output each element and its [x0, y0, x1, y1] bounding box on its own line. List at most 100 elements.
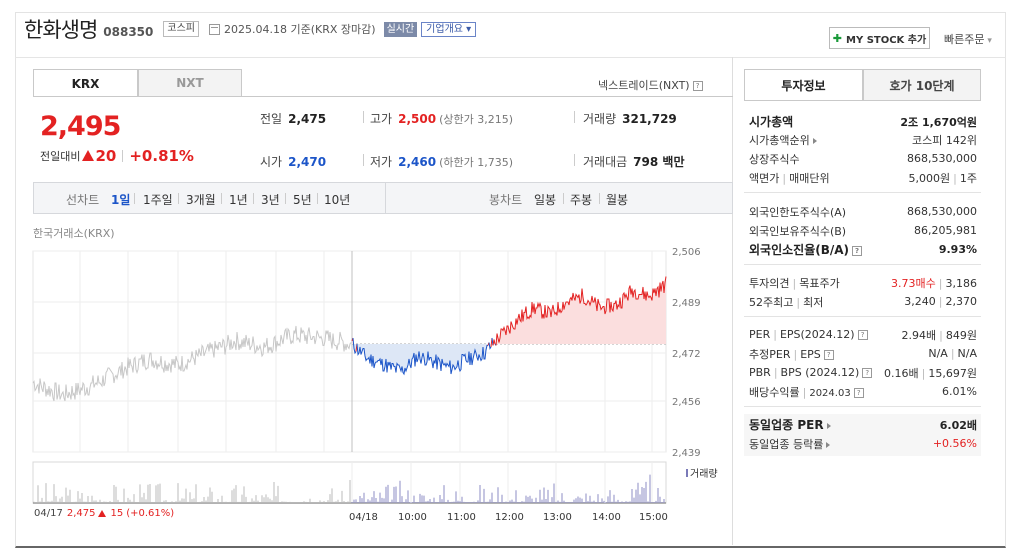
divider: | [938, 295, 943, 308]
divider [122, 150, 124, 162]
row-label: 액면가 [749, 171, 780, 185]
down-line [356, 343, 488, 376]
period-3y[interactable]: 3년 [261, 193, 280, 207]
y-tick-label: 2,506 [672, 247, 701, 258]
stat-label: 거래량 [583, 112, 617, 126]
row-value: N/A [928, 347, 948, 360]
date-info: 2025.04.18 기준(KRX 장마감) [209, 21, 376, 37]
row-value-wrap: 0.16배 | 15,697원 [884, 365, 977, 381]
row-value-2: 1주 [959, 171, 977, 185]
period-1y[interactable]: 1년 [229, 193, 248, 207]
x-tick-label: 10:00 [398, 512, 427, 523]
panel-divider [732, 57, 733, 545]
row-52w: 52주최고 | 최저 3,240 | 2,370 [749, 293, 977, 310]
row-label-2: 2024.03 [809, 387, 851, 399]
divider [253, 193, 254, 204]
stock-widget [15, 12, 1006, 548]
stat-label: 전일 [260, 112, 283, 126]
section-divider [744, 264, 981, 265]
row-value: 3,240 [904, 295, 936, 308]
my-stock-button[interactable]: ✚ MY STOCK 추가 [829, 27, 930, 49]
stat-high: 고가 2,500 (상한가 3,215) [370, 110, 513, 127]
nextrade-link[interactable]: 넥스트레이드(NXT)? [598, 77, 703, 93]
help-icon[interactable]: ? [692, 81, 703, 91]
market-badge: 코스피 [163, 21, 199, 37]
prev-day-date: 04/17 [34, 508, 63, 519]
tab-nxt[interactable]: NXT [138, 69, 242, 97]
row-value: 2.94배 [901, 328, 937, 342]
chevron-right-icon[interactable] [812, 137, 817, 144]
row-value: 868,530,000 [907, 205, 977, 218]
up-arrow-icon [82, 150, 95, 161]
change-value: 20 [95, 147, 117, 165]
change-amount: 20 [82, 147, 116, 165]
help-icon[interactable]: ? [862, 368, 873, 378]
row-label: 외국인소진율(B/A) [749, 243, 850, 257]
divider [221, 193, 222, 204]
help-icon[interactable]: ? [823, 349, 834, 360]
divider: | [953, 171, 957, 185]
period-10y[interactable]: 10년 [324, 193, 351, 207]
help-icon[interactable]: ? [857, 330, 868, 340]
company-info-dropdown[interactable]: 기업개요 ▾ [421, 21, 477, 37]
down-area [357, 344, 488, 374]
divider: | [782, 171, 787, 185]
row-value: 2조 1,670억원 [900, 115, 977, 129]
y-tick-label: 2,456 [672, 397, 701, 408]
row-value-2: 3,186 [945, 276, 978, 290]
row-value: 6.01% [942, 385, 977, 398]
row-value-wrap: 3.73매수 | 3,186 [891, 275, 977, 291]
y-axis-labels: 2,506 2,489 2,472 2,456 2,439 [672, 247, 701, 459]
help-icon[interactable]: ? [852, 245, 863, 256]
row-label-wrap: 투자의견 | 목표주가 [749, 275, 840, 291]
volume-label: 거래량 [690, 469, 718, 480]
period-1w[interactable]: 1주일 [143, 193, 173, 207]
divider [599, 193, 600, 204]
row-label-2: 최저 [803, 295, 824, 309]
row-value-2: 849원 [945, 328, 977, 342]
x-tick-label: 13:00 [543, 512, 572, 523]
prev-day-summary: 04/17 2,475 15 (+0.61%) [34, 508, 174, 519]
divider: | [796, 295, 801, 309]
help-icon[interactable]: ? [853, 387, 864, 398]
row-listed-shares: 상장주식수 868,530,000 [749, 150, 977, 167]
tab-invest-info[interactable]: 투자정보 [744, 69, 863, 101]
stat-prev: 전일 2,475 [260, 110, 326, 127]
candle-monthly[interactable]: 월봉 [606, 193, 629, 207]
candle-chart-label: 봉차트 [489, 193, 523, 207]
period-bar: 선차트 1일 1주일 3개월 1년 3년 5년 10년 봉차트 일봉 주봉 월봉 [33, 182, 733, 214]
divider: | [938, 276, 943, 290]
x-axis-labels: 04/18 10:00 11:00 12:00 13:00 14:00 15:00 [349, 512, 668, 523]
row-label-wrap: 외국인소진율(B/A)? [749, 241, 863, 258]
row-dividend: 배당수익률 | 2024.03? 6.01% [749, 383, 977, 400]
period-5y[interactable]: 5년 [293, 193, 312, 207]
chevron-right-icon [826, 422, 831, 429]
period-3m[interactable]: 3개월 [186, 193, 216, 207]
divider: | [802, 385, 807, 399]
candle-weekly[interactable]: 주봉 [570, 193, 593, 207]
row-label-wrap[interactable]: 동일업종 등락률 [749, 436, 831, 452]
tab-underline [33, 96, 733, 97]
tab-hoga[interactable]: 호가 10단계 [863, 69, 981, 101]
candle-daily[interactable]: 일봉 [534, 193, 557, 207]
change-percent: +0.81% [129, 147, 194, 165]
row-label: 52주최고 [749, 295, 794, 309]
chart-area [352, 276, 666, 374]
row-pbr: PBR | BPS (2024.12)? 0.16배 | 15,697원 [749, 364, 977, 381]
divider: | [773, 328, 777, 341]
stat-label: 고가 [370, 112, 393, 126]
row-label-wrap: 52주최고 | 최저 [749, 294, 823, 310]
row-label-2: EPS(2024.12) [779, 328, 855, 341]
chevron-right-icon [826, 441, 831, 448]
row-label-wrap: PBR | BPS (2024.12)? [749, 366, 873, 379]
row-label: 동일업종 등락률 [749, 437, 824, 451]
header-divider [15, 57, 1006, 58]
plus-icon: ✚ [832, 31, 843, 45]
row-label-wrap[interactable]: 동일업종 PER [749, 416, 831, 433]
prev-day-change: 15 [110, 508, 124, 519]
period-1d[interactable]: 1일 [111, 193, 131, 207]
tab-krx[interactable]: KRX [33, 69, 138, 97]
quick-order-button[interactable]: 빠른주문 ▾ [944, 31, 992, 47]
company-name[interactable]: 한화생명 [24, 18, 98, 42]
